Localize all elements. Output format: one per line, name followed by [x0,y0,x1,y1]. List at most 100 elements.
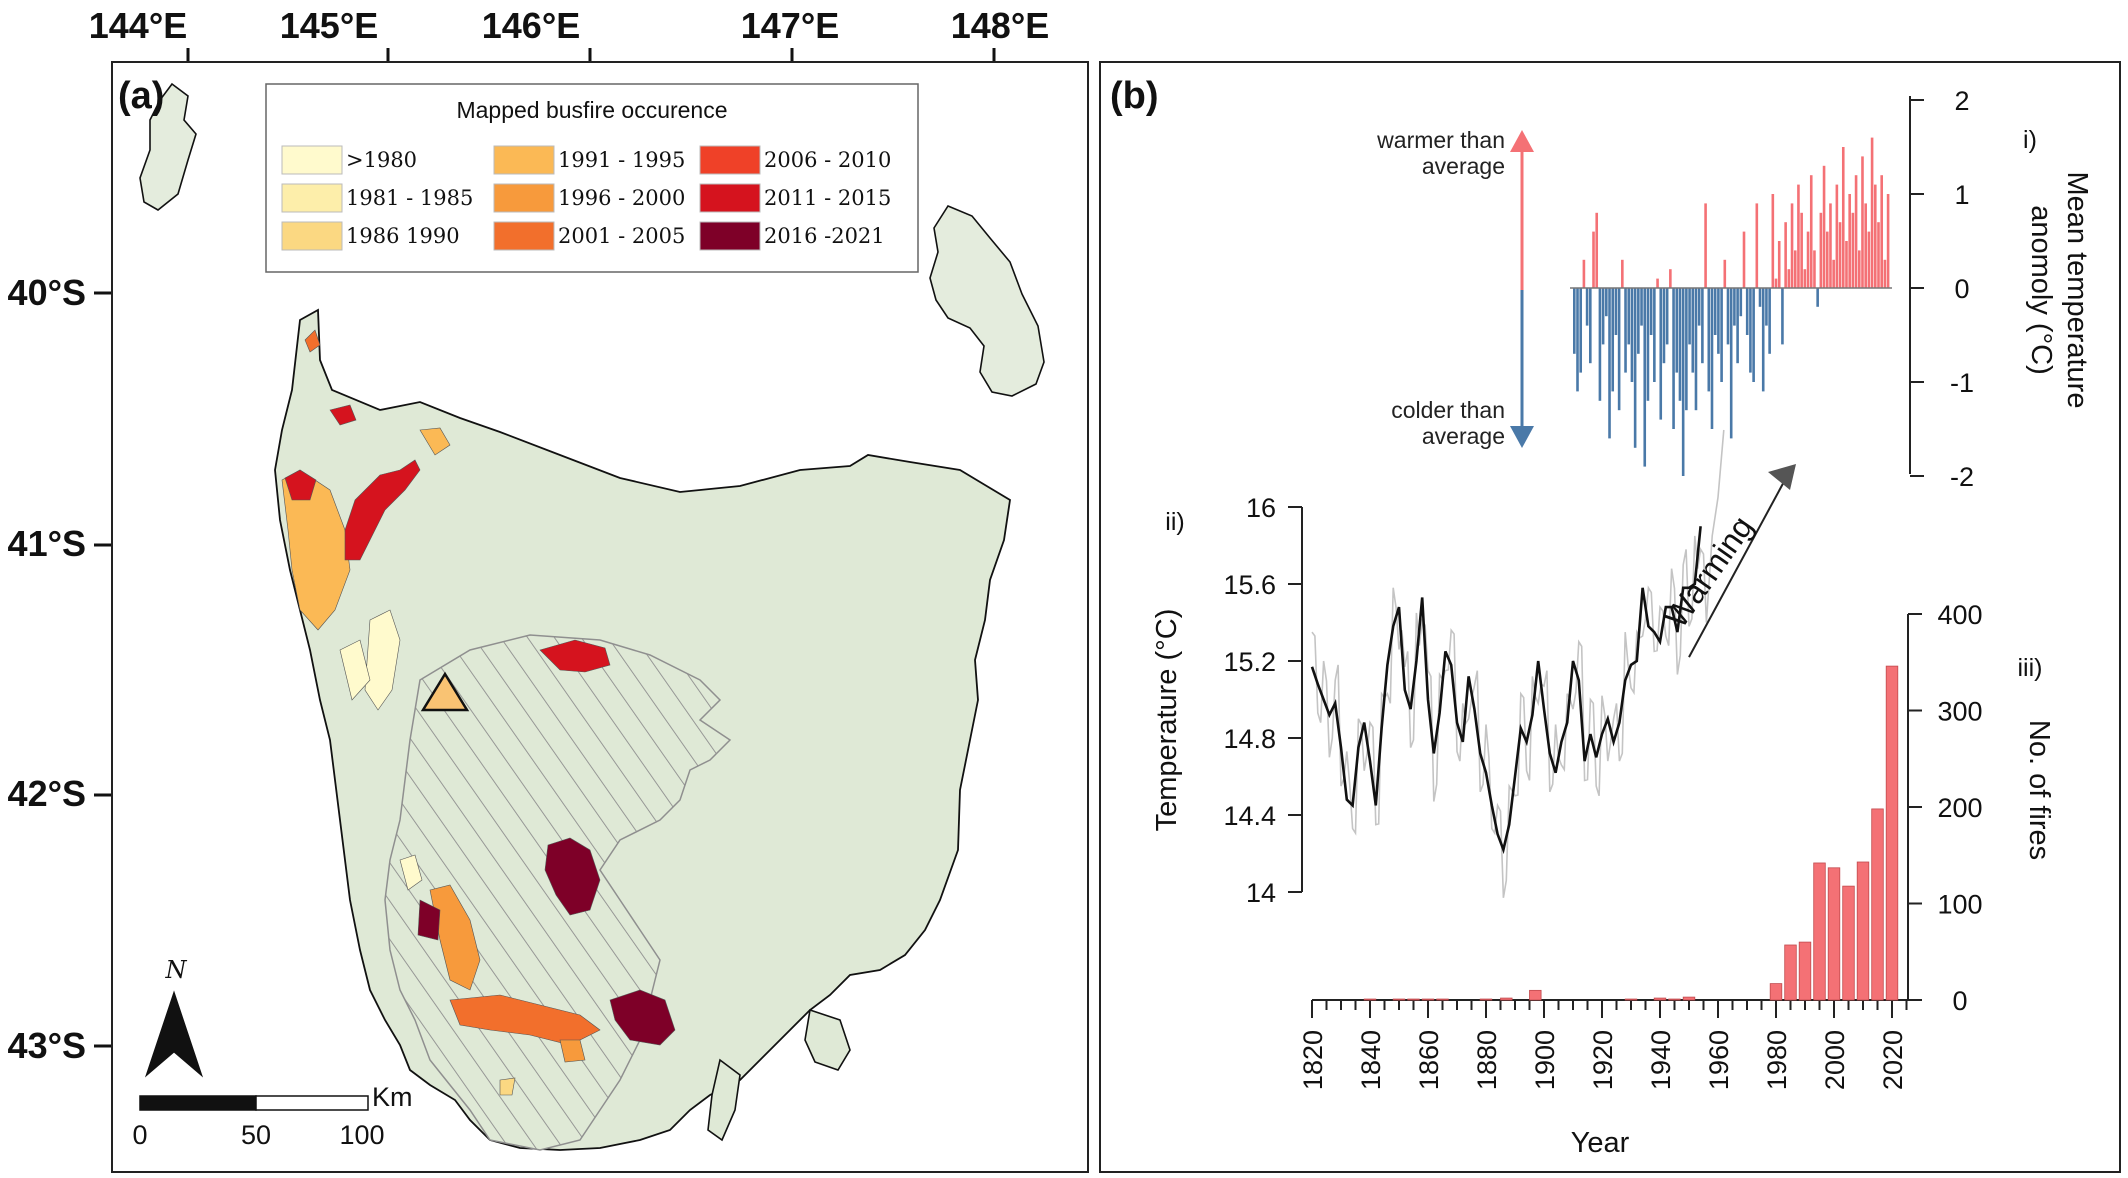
anomaly-bar [1729,288,1733,439]
anomaly-bar [1717,288,1720,354]
anomaly-bar [1733,288,1736,326]
anomaly-bar [1675,288,1679,373]
year-tick-label-group: 1980 [1762,1030,1792,1090]
anomaly-bar [1701,288,1704,364]
fire-bar [1653,997,1667,1001]
legend-swatch [281,221,343,251]
chart-frame [1099,61,2121,1173]
lat-label: 40°S [8,272,86,313]
lon-label: 147°E [741,5,839,46]
legend-swatch [493,183,555,213]
anomaly-bar [1800,212,1803,288]
lon-label: 145°E [280,5,378,46]
anomaly-bar [1793,250,1797,288]
fires-y-tick-label: 100 [1937,890,1982,920]
anomaly-bar [1726,288,1730,345]
anomaly-bar [1822,165,1826,288]
legend-label: 2006 - 2010 [764,148,891,172]
year-tick-label-group: 2020 [1878,1030,1908,1090]
fires-ylabel: No. of fires [2023,720,2055,860]
fire-bar [1624,998,1638,1001]
anomaly-bar [1803,269,1807,288]
anomaly-bar [1781,288,1784,345]
anomaly-bar [1672,288,1675,429]
year-tick-label-group: 2000 [1820,1030,1850,1090]
anomaly-bar [1765,288,1768,326]
anomaly-y-tick-label: 2 [1954,86,1969,116]
year-tick-label: 1880 [1472,1030,1502,1090]
north-arrow: N [144,956,204,1078]
anomaly-bar [1585,288,1589,326]
lat-label: 43°S [8,1025,86,1066]
anomaly-bar [1646,288,1650,401]
year-tick-label-group: 1880 [1472,1030,1502,1090]
legend-label: 1996 - 2000 [558,186,685,210]
anomaly-bar [1809,175,1813,288]
anomaly-bar [1784,222,1787,288]
island-flinders [929,205,1045,397]
scale-tick: 50 [241,1120,271,1150]
anomaly-bar [1649,288,1653,335]
anomaly-bar [1886,194,1890,288]
anomaly-bar [1704,203,1707,288]
year-tick-label-group: 1820 [1298,1030,1328,1090]
anomaly-y-tick-label: 1 [1954,180,1969,210]
legend-swatch [281,145,343,175]
fires-y-tick-label: 300 [1937,697,1982,727]
year-tick-label-group: 1940 [1646,1030,1676,1090]
year-tick-label: 2000 [1820,1030,1850,1090]
temp-ylabel-group: Temperature (°C) [1151,609,1183,832]
anomaly-bar [1576,288,1579,392]
fire-bar [1407,998,1420,1001]
anomaly-bar [1656,278,1659,288]
year-tick-label-group: 1920 [1588,1030,1618,1090]
fire-bar [1682,996,1696,1001]
fire-bar [1813,862,1826,1001]
bruny-island [707,1058,741,1142]
legend-title: Mapped busfire occurence [456,97,727,123]
anomaly-bar [1768,288,1771,354]
panel-label-a: (a) [118,75,164,117]
anomaly-bar [1723,259,1727,288]
year-tick-label: 1900 [1530,1030,1560,1090]
legend-label: 2011 - 2015 [764,186,891,210]
anomaly-bar [1745,288,1749,335]
anomaly-bar [1595,212,1599,288]
legend-swatch [493,221,555,251]
anomaly-bar [1691,288,1695,373]
anomaly-bar [1736,288,1739,364]
north-label: N [165,956,188,984]
anomaly-bar [1755,203,1759,288]
anomaly-bar [1841,147,1845,288]
legend-label: 2016 -2021 [764,224,885,248]
anomaly-bar [1825,231,1829,288]
site-marker [420,671,470,712]
legend-swatch [699,183,761,213]
fire-bar [1842,885,1855,1001]
fire-bar [1529,989,1542,1001]
anomaly-bar [1851,212,1855,288]
temp-raw-line [1311,429,1725,898]
fire-patches [281,329,676,1096]
anomaly-bar [1707,288,1711,392]
anomaly-bar [1710,288,1714,429]
anomaly-bar [1688,288,1691,345]
legend-swatch [493,145,555,175]
lat-ticks [94,291,112,1048]
map-frame [111,61,1089,1173]
warm-arrowhead [1510,130,1534,152]
year-tick-label: 1920 [1588,1030,1618,1090]
lat-label: 41°S [8,523,86,564]
anomaly-bar [1582,259,1586,288]
year-tick-label: 1980 [1762,1030,1792,1090]
year-tick-label-group: 1900 [1530,1030,1560,1090]
scale-unit: Km [372,1082,413,1112]
lon-ticks [186,48,996,62]
anomaly-bar [1880,175,1883,288]
map-panel: 144°E 145°E 146°E 147°E 148°E 40°S 41°S … [8,5,1089,1173]
scale-bar: Km 0 50 100 [132,1082,412,1150]
anomaly-bar [1749,288,1752,373]
warming-label: Warming [1658,509,1760,634]
lon-label: 144°E [89,5,187,46]
anomaly-bar [1598,288,1602,401]
